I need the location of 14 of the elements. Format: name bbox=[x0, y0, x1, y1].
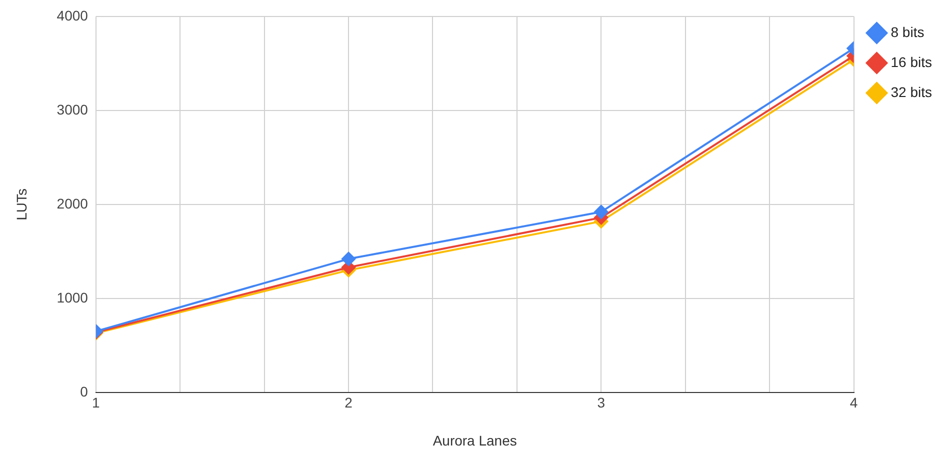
y-tick-label: 2000 bbox=[56, 195, 88, 212]
x-tick-label: 4 bbox=[850, 394, 858, 411]
y-tick-label: 4000 bbox=[56, 7, 88, 24]
legend-label: 16 bits bbox=[890, 54, 932, 70]
legend-label: 32 bits bbox=[890, 84, 932, 100]
y-tick-label: 3000 bbox=[56, 101, 88, 118]
x-axis-title: Aurora Lanes bbox=[432, 432, 517, 448]
legend-label: 8 bits bbox=[890, 24, 924, 40]
x-tick-label: 3 bbox=[597, 394, 606, 411]
x-tick-label: 2 bbox=[344, 394, 353, 411]
x-tick-label: 1 bbox=[92, 394, 100, 411]
y-axis-title: LUTs bbox=[13, 188, 30, 220]
y-tick-label: 1000 bbox=[56, 289, 88, 306]
y-tick-label: 0 bbox=[80, 383, 88, 400]
